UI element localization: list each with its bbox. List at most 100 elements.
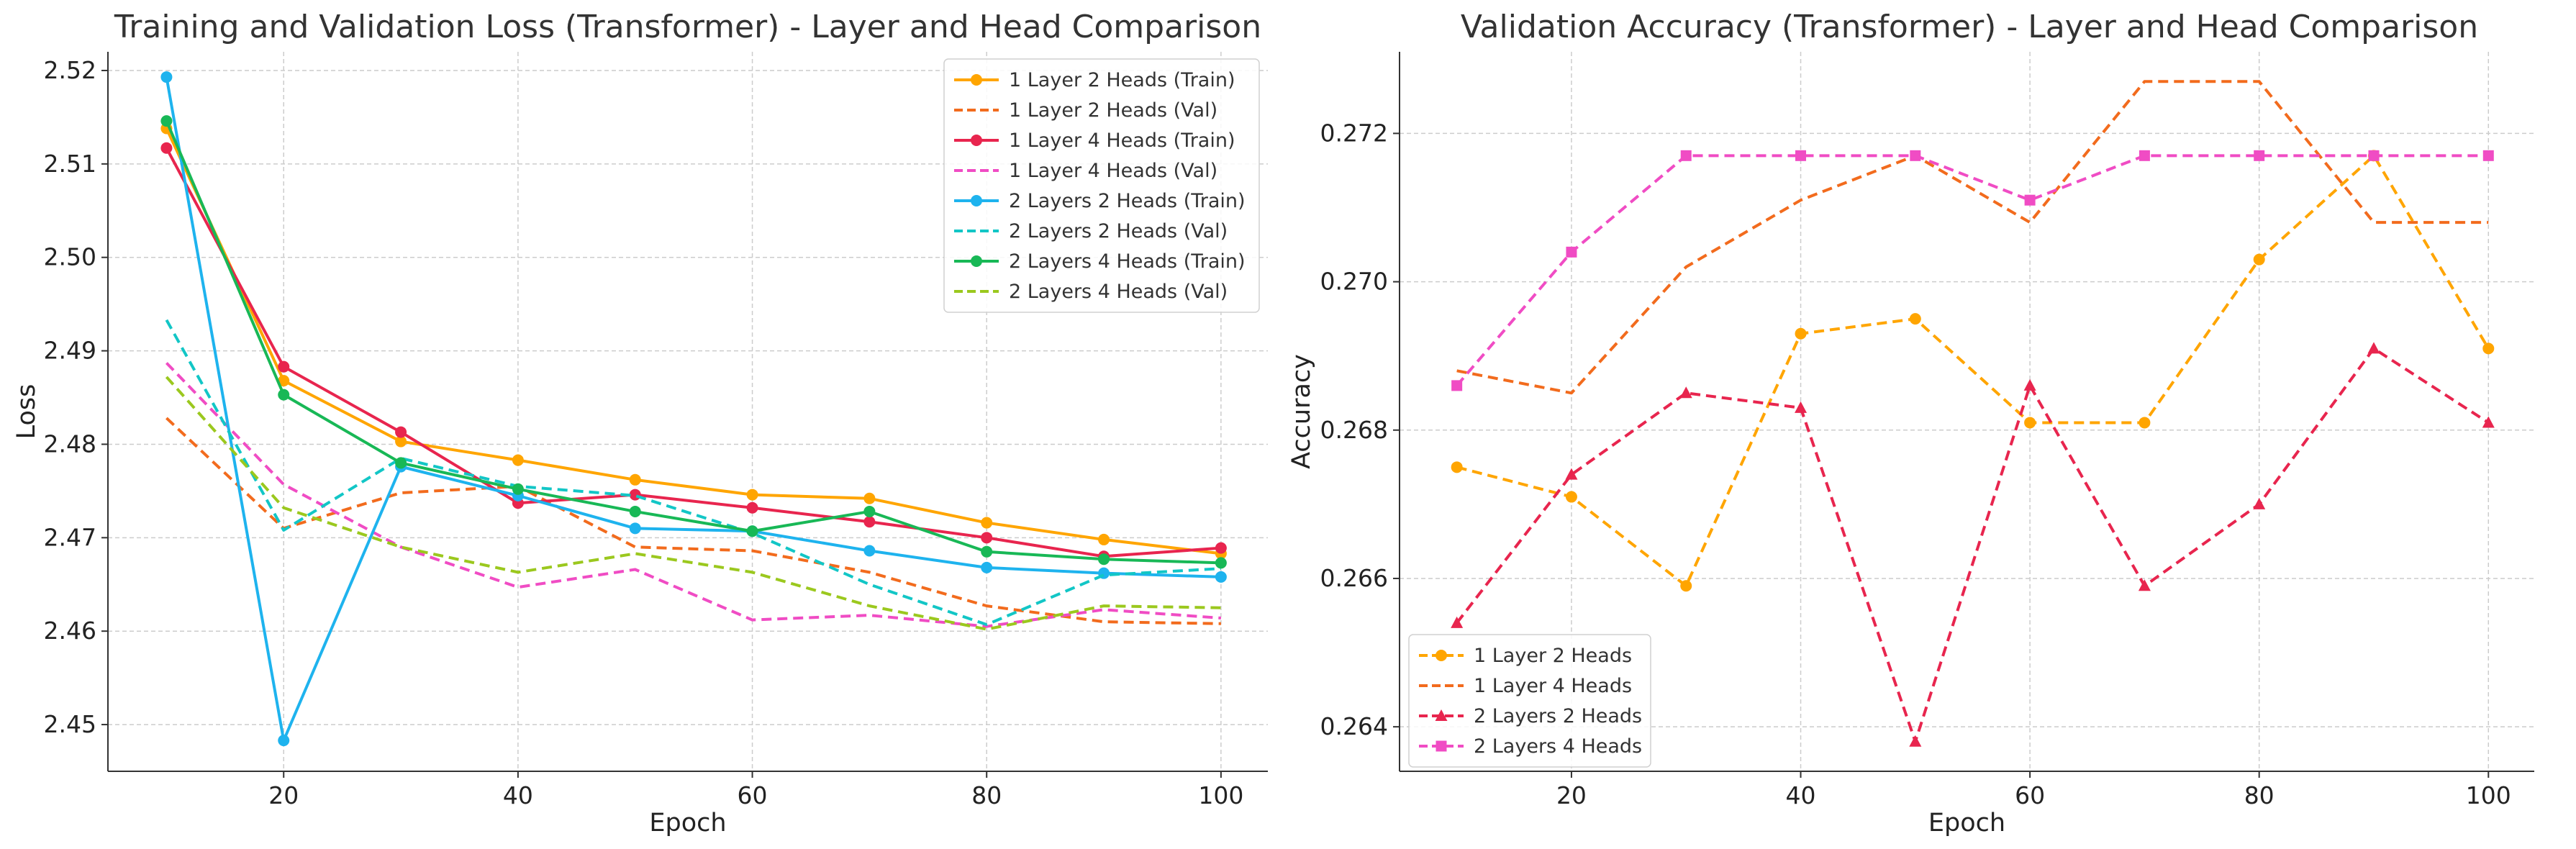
data-point	[1098, 553, 1110, 566]
legend-label: 1 Layer 4 Heads (Train)	[1009, 130, 1235, 152]
y-tick-label: 2.51	[44, 150, 96, 178]
data-point	[1215, 571, 1227, 583]
legend-box	[943, 58, 1260, 313]
data-point	[2482, 342, 2495, 355]
data-point	[981, 545, 993, 558]
data-point	[395, 435, 407, 448]
x-tick-label: 40	[503, 781, 533, 809]
data-point	[1910, 150, 1921, 161]
data-point	[1909, 735, 1922, 747]
data-point	[2139, 417, 2151, 429]
data-point	[278, 375, 290, 387]
data-point	[1795, 150, 1807, 161]
legend-label: 1 Layer 4 Heads	[1474, 675, 1632, 697]
data-point	[1566, 246, 1577, 258]
legend-label: 2 Layers 4 Heads (Train)	[1009, 250, 1246, 273]
data-point	[2024, 194, 2036, 206]
legend-label: 1 Layer 4 Heads (Val)	[1009, 160, 1217, 182]
y-tick-label: 2.49	[44, 337, 96, 365]
data-point	[863, 516, 876, 528]
legend-label: 1 Layer 2 Heads	[1474, 645, 1632, 667]
chart-title: Validation Accuracy (Transformer) - Laye…	[1461, 9, 2478, 45]
series-line	[165, 147, 1222, 558]
legend-marker	[971, 195, 982, 206]
data-point	[1679, 386, 1692, 399]
x-tick-label: 100	[1198, 781, 1243, 809]
data-point	[1451, 380, 1463, 391]
y-tick-label: 0.264	[1320, 712, 1388, 740]
series-line	[165, 319, 1221, 627]
y-tick-label: 2.48	[44, 430, 96, 458]
y-tick-label: 2.45	[44, 710, 96, 738]
series-line	[1456, 154, 2489, 387]
data-point	[2253, 497, 2266, 509]
data-point	[1795, 401, 1808, 413]
data-point	[278, 735, 290, 747]
legend-marker	[1436, 740, 1447, 752]
series-line	[1456, 154, 2490, 588]
data-point	[160, 142, 173, 154]
series-3	[1451, 342, 2495, 747]
data-point	[2254, 150, 2265, 161]
data-point	[2482, 416, 2495, 428]
x-tick-label: 100	[2466, 781, 2511, 809]
series-1	[1451, 150, 2495, 592]
legend-label: 2 Layers 4 Heads	[1474, 735, 1642, 758]
y-tick-label: 2.52	[44, 56, 96, 84]
data-point	[981, 532, 993, 544]
legend: 1 Layer 2 Heads (Train) 1 Layer 2 Heads (…	[943, 58, 1260, 313]
data-point	[1909, 313, 1921, 325]
data-point	[863, 545, 876, 557]
series-line	[165, 120, 1221, 565]
data-point	[2023, 378, 2036, 391]
y-tick-label: 0.272	[1320, 119, 1388, 147]
data-point	[2139, 150, 2150, 161]
series-8	[165, 376, 1221, 631]
legend-label: 2 Layers 2 Heads (Train)	[1009, 190, 1246, 212]
x-tick-label: 20	[268, 781, 299, 809]
data-point	[1565, 468, 1578, 480]
data-point	[512, 483, 524, 495]
chart-title: Training and Validation Loss (Transforme…	[114, 9, 1261, 45]
data-point	[746, 525, 758, 537]
data-point	[1215, 542, 1227, 554]
series-line	[1456, 347, 2490, 743]
loss-chart: 20 40 60 80 100 2.45 2.46 2.47 2.48 2.49 2.50 2.51 2…	[12, 9, 1268, 837]
legend-label: 2 Layers 2 Heads (Val)	[1009, 220, 1228, 242]
data-point	[278, 360, 290, 373]
data-point	[863, 505, 876, 517]
data-point	[629, 489, 641, 501]
y-tick-label: 2.46	[44, 617, 96, 645]
data-point	[395, 426, 407, 438]
legend-marker	[1435, 709, 1448, 721]
data-point	[629, 505, 641, 517]
accuracy-chart: 20 40 60 80 100 0.264 0.266 0.268 0.270 0.272 Vali…	[1287, 9, 2534, 837]
data-point	[629, 522, 641, 535]
y-tick-label: 2.47	[44, 523, 96, 551]
data-point	[1098, 533, 1110, 545]
data-point	[278, 389, 290, 401]
series-line	[165, 376, 1221, 631]
series-2	[1456, 80, 2489, 395]
x-tick-label: 20	[1556, 781, 1587, 809]
legend-label: 1 Layer 2 Heads (Train)	[1009, 69, 1235, 91]
x-tick-label: 60	[2015, 781, 2045, 809]
x-tick-label: 60	[738, 781, 768, 809]
legend-marker	[971, 74, 982, 86]
data-point	[981, 561, 993, 573]
data-point	[1451, 461, 1463, 473]
series-4	[1451, 150, 2494, 391]
data-point	[2138, 579, 2151, 591]
x-axis-label: Epoch	[649, 809, 726, 837]
data-point	[1565, 491, 1577, 503]
data-point	[2253, 253, 2265, 265]
series-1	[160, 122, 1227, 560]
series-3	[160, 142, 1227, 563]
series-line	[165, 127, 1222, 555]
legend: 1 Layer 2 Heads 1 Layer 4 Heads 2 Layers 2…	[1408, 634, 1651, 768]
legend-marker	[1436, 650, 1447, 661]
legend-box	[1408, 634, 1651, 768]
y-tick-label: 2.50	[44, 243, 96, 271]
data-point	[1451, 616, 1464, 628]
data-point	[1680, 580, 1692, 592]
